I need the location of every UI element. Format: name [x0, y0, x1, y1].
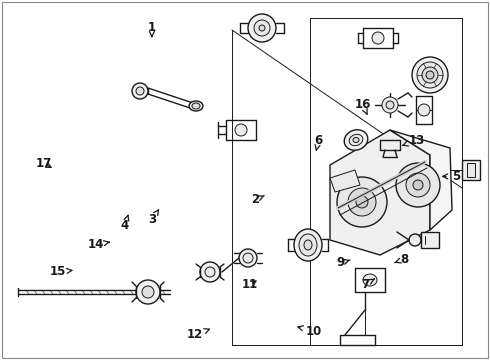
- Ellipse shape: [189, 101, 203, 111]
- FancyBboxPatch shape: [462, 160, 480, 180]
- Circle shape: [142, 286, 154, 298]
- Text: 13: 13: [403, 134, 425, 147]
- Text: 15: 15: [49, 265, 72, 278]
- Text: 17: 17: [36, 157, 52, 170]
- Text: 9: 9: [337, 256, 350, 269]
- Circle shape: [396, 163, 440, 207]
- Circle shape: [356, 196, 368, 208]
- Circle shape: [426, 71, 434, 79]
- Circle shape: [132, 83, 148, 99]
- Ellipse shape: [294, 229, 322, 261]
- Circle shape: [235, 124, 247, 136]
- Circle shape: [422, 67, 438, 83]
- Ellipse shape: [344, 130, 368, 150]
- Circle shape: [248, 14, 276, 42]
- Ellipse shape: [304, 240, 312, 250]
- Circle shape: [418, 104, 430, 116]
- Text: 16: 16: [354, 98, 371, 114]
- Ellipse shape: [349, 134, 363, 146]
- Circle shape: [254, 20, 270, 36]
- Circle shape: [412, 57, 448, 93]
- FancyBboxPatch shape: [421, 232, 439, 248]
- Circle shape: [205, 267, 215, 277]
- Text: 8: 8: [395, 253, 408, 266]
- Text: 14: 14: [87, 238, 109, 251]
- FancyBboxPatch shape: [467, 163, 475, 177]
- Text: 3: 3: [148, 210, 159, 226]
- Ellipse shape: [353, 138, 359, 143]
- Circle shape: [200, 262, 220, 282]
- Text: 7: 7: [361, 278, 374, 291]
- Circle shape: [372, 32, 384, 44]
- Polygon shape: [330, 170, 360, 192]
- Circle shape: [409, 234, 421, 246]
- Ellipse shape: [363, 274, 377, 286]
- Circle shape: [259, 25, 265, 31]
- Circle shape: [386, 101, 394, 109]
- Ellipse shape: [299, 234, 317, 256]
- Circle shape: [239, 249, 257, 267]
- Circle shape: [382, 97, 398, 113]
- Circle shape: [406, 173, 430, 197]
- Text: 2: 2: [251, 193, 264, 206]
- Text: 4: 4: [121, 215, 129, 231]
- Polygon shape: [390, 130, 452, 230]
- Text: 10: 10: [298, 325, 322, 338]
- Text: 6: 6: [315, 134, 322, 150]
- Circle shape: [413, 180, 423, 190]
- Circle shape: [417, 62, 443, 88]
- Circle shape: [136, 280, 160, 304]
- Circle shape: [136, 87, 144, 95]
- Polygon shape: [330, 130, 430, 255]
- Text: 5: 5: [443, 170, 460, 183]
- Circle shape: [337, 177, 387, 227]
- Circle shape: [243, 253, 253, 263]
- Ellipse shape: [192, 103, 200, 109]
- Text: 1: 1: [148, 21, 156, 37]
- Text: 11: 11: [242, 278, 258, 291]
- Text: 12: 12: [187, 328, 209, 341]
- Circle shape: [348, 188, 376, 216]
